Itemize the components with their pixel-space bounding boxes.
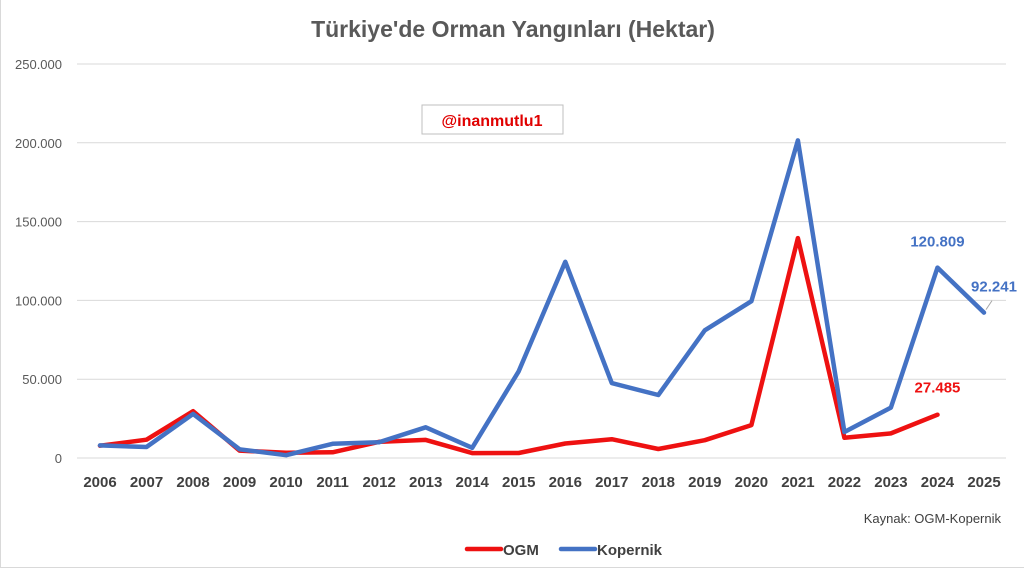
series-line-ogm <box>97 235 940 456</box>
x-tick-label: 2023 <box>874 474 907 491</box>
x-tick-label: 2006 <box>83 474 116 491</box>
x-tick-label: 2012 <box>362 474 395 491</box>
y-tick-label: 250.000 <box>15 57 62 72</box>
data-labels: 27.485 120.809 92.241 <box>910 234 1017 397</box>
y-axis: 0 50.000 100.000 150.000 200.000 250.000 <box>15 57 62 466</box>
data-label: 92.241 <box>971 279 1017 296</box>
legend-label-ogm: OGM <box>503 542 539 559</box>
x-tick-label: 2018 <box>642 474 675 491</box>
watermark-box <box>421 104 564 135</box>
y-tick-label: 150.000 <box>15 215 62 230</box>
watermark-text: @inanmutlu1 <box>442 113 543 130</box>
x-tick-label: 2014 <box>456 474 490 491</box>
data-label: 120.809 <box>910 234 964 251</box>
y-tick-label: 100.000 <box>15 293 62 308</box>
chart-title: Türkiye'de Orman Yangınları (Hektar) <box>311 16 715 42</box>
x-tick-label: 2013 <box>409 474 442 491</box>
y-tick-label: 50.000 <box>22 372 62 387</box>
x-tick-label: 2011 <box>316 474 349 491</box>
data-label: 27.485 <box>915 380 961 397</box>
x-tick-label: 2015 <box>502 474 535 491</box>
y-tick-label: 200.000 <box>15 136 62 151</box>
x-tick-label: 2024 <box>921 474 955 491</box>
watermark: @inanmutlu1 <box>421 104 564 135</box>
gridlines <box>77 63 1006 459</box>
x-axis: 2006 2007 2008 2009 2010 2011 2012 2013 2014 2015… <box>83 474 1000 491</box>
x-tick-label: 2007 <box>130 474 163 491</box>
x-tick-label: 2017 <box>595 474 628 491</box>
source-note: Kaynak: OGM-Kopernik <box>864 511 1002 526</box>
y-tick-label: 0 <box>55 451 62 466</box>
legend: OGM Kopernik <box>464 542 663 559</box>
series-line-kopernik <box>97 138 987 458</box>
x-tick-label: 2025 <box>967 474 1000 491</box>
x-tick-label: 2020 <box>735 474 768 491</box>
legend-label-kopernik: Kopernik <box>597 542 663 559</box>
x-tick-label: 2016 <box>549 474 582 491</box>
x-tick-label: 2009 <box>223 474 256 491</box>
x-tick-label: 2008 <box>176 474 209 491</box>
series-lines <box>97 138 987 458</box>
x-tick-label: 2019 <box>688 474 721 491</box>
x-tick-label: 2022 <box>828 474 861 491</box>
data-label-leader <box>985 300 993 310</box>
x-tick-label: 2021 <box>781 474 814 491</box>
x-tick-label: 2010 <box>269 474 302 491</box>
